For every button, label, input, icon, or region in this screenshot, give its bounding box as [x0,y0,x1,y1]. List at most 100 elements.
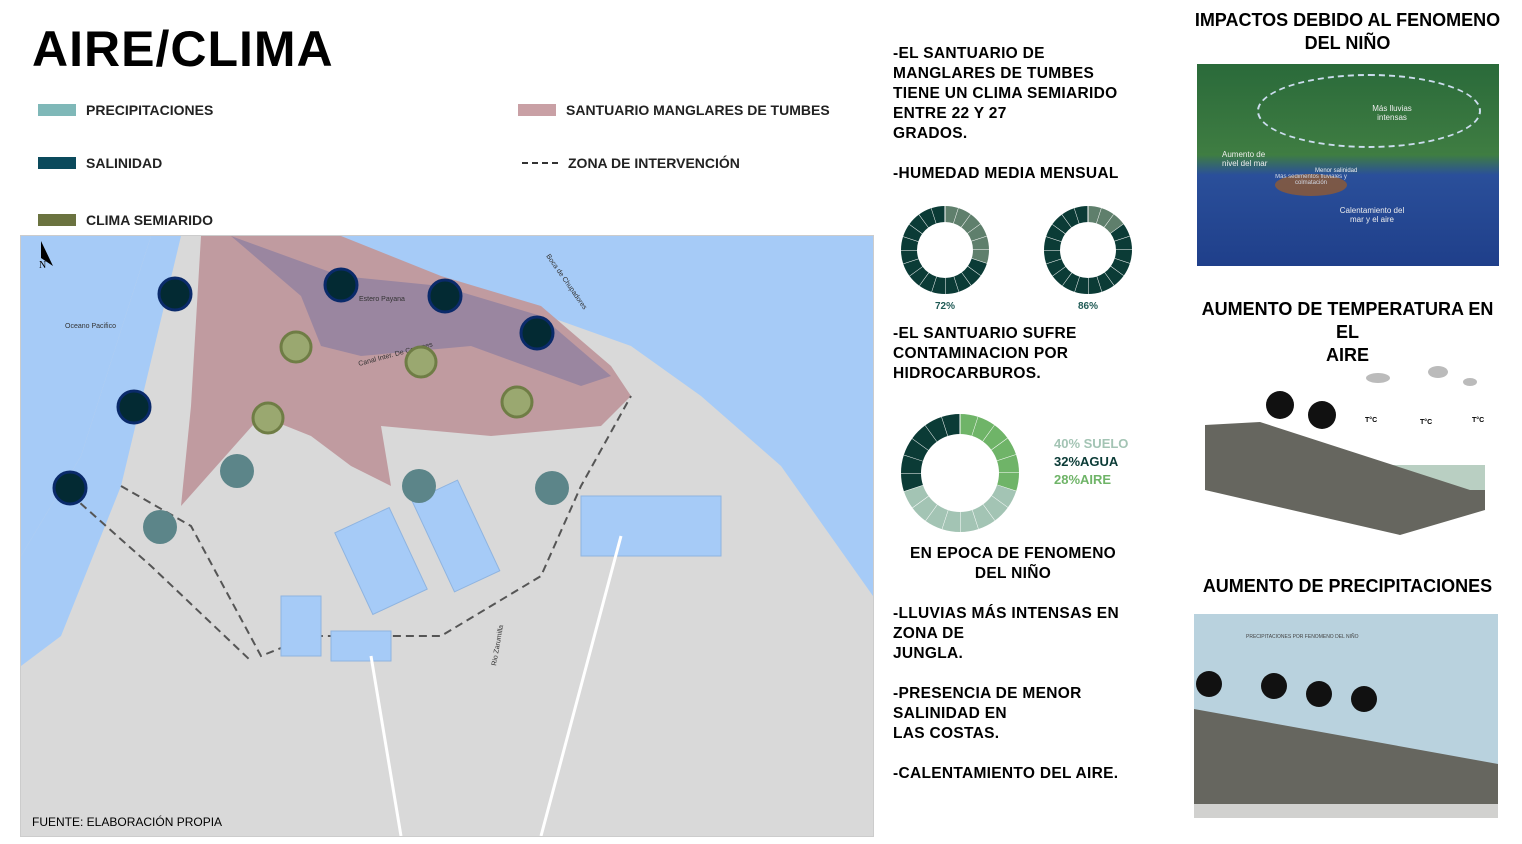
precip-svg [1194,671,1498,818]
rain-text: -LLUVIAS MÁS INTENSAS EN ZONA DE JUNGLA. [893,605,1119,662]
temperature-heading: AUMENTO DE TEMPERATURA EN EL AIRE [1201,299,1494,365]
segment-gap [1073,207,1080,224]
map-source: FUENTE: ELABORACIÓN PROPIA [32,815,223,829]
donut-segment [903,438,929,462]
img-caption: PRECIPITACIONES POR FENOMENO DEL NIÑO [1246,634,1359,640]
legend-label: ZONA DE INTERVENCIÓN [568,155,740,171]
map-label: Oceano Pacifico [65,323,116,330]
donut-segment [967,258,987,276]
donut-segment [1074,276,1089,294]
semiarid-markers [251,330,534,435]
pollution-aire: 28%AIRE [1054,472,1112,487]
page-title: AIRE/CLIMA [32,21,334,77]
legend-zona: ZONA DE INTERVENCIÓN [522,155,740,171]
north-arrow-icon [41,241,53,266]
legend-precipitaciones: PRECIPITACIONES [38,102,213,118]
coast-water [21,236,181,666]
pollution-suelo: 40% SUELO [1054,436,1129,451]
segment-gap [903,484,924,492]
donut-segment [1052,214,1072,234]
segment-gap [903,454,924,462]
donut-segment [982,495,1008,521]
donut-segment [919,208,937,228]
roads [369,535,623,836]
donut-segment [967,224,987,242]
donut-segment [971,236,989,251]
img-label: Menor salinidad [1315,168,1358,174]
donut-segment [1104,266,1124,286]
impacts-heading: IMPACTOS DEBIDO AL FENOMENO DEL NIÑO [1194,10,1501,53]
humidity-heading: -HUMEDAD MEDIA MENSUAL [893,165,1119,182]
pollution-agua: 32%AGUA [1054,454,1119,469]
donut-segment [925,504,949,530]
swatch [38,214,76,226]
temperature-illustration: T°C T°C T°C [1205,366,1485,535]
donut-segment [1110,224,1130,242]
humidity-donut-1 [901,206,989,294]
donut-segment [919,272,937,292]
swatch [518,104,556,116]
tree-icon [1308,401,1336,429]
segment-gap [909,223,923,234]
swatch [38,157,76,169]
donut-segment [1114,236,1132,251]
map[interactable]: N Oceano Pacifico Estero Payana Canal In… [20,235,874,837]
donut-segment [1104,214,1124,234]
legend-label: PRECIPITACIONES [86,102,214,118]
donut-segment [903,224,923,242]
donut-segment [961,266,981,286]
segment-gap [1104,272,1115,286]
donut-segment [1096,208,1114,228]
legend-salinidad: SALINIDAD [38,155,162,171]
legend-label: SANTUARIO MANGLARES DE TUMBES [566,102,830,118]
donut-segment [912,425,938,451]
donut-segment [1062,272,1080,292]
legend-label: SALINIDAD [86,155,163,171]
segment-gap [1110,266,1124,277]
donut-segment [1062,208,1080,228]
donut-segment [941,414,961,437]
donut-segment [1114,249,1132,264]
legend-clima: CLIMA SEMIARIDO [38,212,213,228]
donut-segment [953,208,971,228]
donut-segment [944,276,959,294]
map-svg: N Oceano Pacifico Estero Payana Canal In… [21,236,873,836]
channel-area [231,236,611,386]
donut-segment [982,425,1008,451]
donut-segment [1087,206,1102,224]
segment-gap [991,495,1009,509]
donut-segment [903,258,923,276]
swatch [38,104,76,116]
donut-segment [1096,272,1114,292]
donut-segment [903,484,929,508]
north-arrow: N [39,260,46,271]
legend-santuario: SANTUARIO MANGLARES DE TUMBES [518,102,830,118]
climate-text: -EL SANTUARIO DE MANGLARES DE TUMBES TIE… [893,45,1118,142]
water [21,236,873,596]
donut-segment [959,414,979,437]
map-label: Estero Payana [359,296,405,303]
nino-subheading: EN EPOCA DE FENOMENO DEL NIÑO [909,545,1117,582]
tree-icon [1266,391,1294,419]
donut-segment [912,495,938,521]
img-label: Más sedimentos fluviales y colmatación [1275,174,1347,196]
humidity-value-2: 86% [1078,301,1099,312]
segment-gap [982,424,996,442]
donut-segment [996,454,1019,474]
warming-text: -CALENTAMIENTO DEL AIRE. [893,765,1119,782]
donut-segment [971,416,995,442]
dash-swatch [522,162,558,164]
nino-impacts-image: Más lluvias intensas Aumento de nivel de… [1197,64,1499,266]
salinity-text: -PRESENCIA DE MENOR SALINIDAD EN LAS COS… [893,685,1082,742]
donut-segment [931,276,946,294]
donut-segment [909,214,929,234]
humidity-donut-2 [1044,206,1132,294]
temp-label: T°C [1420,418,1432,426]
segment-gap [1061,214,1072,228]
donut-segment [925,416,949,442]
donut-segment [901,472,924,492]
donut-segment [971,249,989,264]
segment-gap [1096,276,1103,293]
soil-layer [1205,422,1485,535]
donut-segment [1110,258,1130,276]
